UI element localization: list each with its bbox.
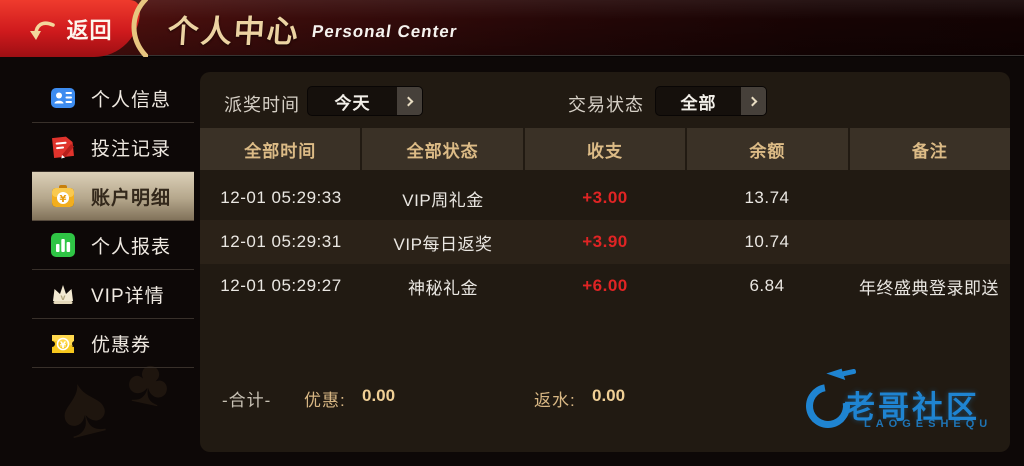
column-header-amount: 收支: [524, 128, 686, 170]
app-header: 返回 个人中心 Personal Center: [0, 0, 1024, 59]
report-chart-icon: [51, 233, 75, 257]
spade-suit-decoration: ♠: [48, 353, 117, 459]
cell-remark: 年终盛典登录即送: [859, 278, 999, 298]
page-title: 个人中心: [166, 13, 302, 49]
cell-amount: +6.00: [582, 276, 628, 295]
column-header-status[interactable]: 全部状态: [362, 128, 523, 170]
back-button-label: 返回: [66, 17, 113, 43]
summary-rebate-value: 0.00: [592, 386, 626, 405]
cell-remark: [848, 220, 1010, 264]
cell-time: 12-01 05:29:31: [220, 232, 342, 251]
filter-row: 派奖时间 今天 交易状态 全部: [200, 72, 1010, 128]
cell-status: VIP每日返奖: [393, 234, 493, 254]
column-header-remark: 备注: [849, 128, 1011, 170]
bet-records-icon: [52, 136, 74, 159]
cell-remark: [848, 176, 1010, 220]
chevron-right-icon[interactable]: [741, 87, 766, 115]
table-row: 12-01 05:29:31 VIP每日返奖 +3.90 10.74: [200, 220, 1010, 264]
crown-icon: v: [53, 285, 73, 304]
cell-balance: 10.74: [744, 232, 790, 251]
sidebar-item-label: 个人报表: [91, 236, 172, 258]
prize-time-dropdown-value: 今天: [334, 93, 371, 113]
sidebar-item-label: 个人信息: [91, 89, 172, 111]
cell-balance: 6.84: [749, 276, 785, 295]
cell-status: 神秘礼金: [408, 278, 478, 298]
sidebar-item-label: 优惠券: [91, 334, 152, 356]
cell-status: VIP周礼金: [402, 190, 484, 210]
table-row: 12-01 05:29:27 神秘礼金 +6.00 6.84 年终盛典登录即送: [200, 264, 1010, 308]
sidebar-item-vip-details[interactable]: v VIP详情: [32, 270, 194, 319]
transaction-status-filter-label: 交易状态: [568, 95, 644, 115]
account-wallet-icon: ¥: [52, 185, 74, 207]
column-header-time[interactable]: 全部时间: [200, 128, 361, 170]
chevron-right-icon[interactable]: [397, 87, 422, 115]
sidebar-item-coupons[interactable]: ¥ 优惠券: [32, 319, 194, 368]
dragon-spike-icon: [841, 368, 857, 377]
back-arrow-icon: [27, 15, 57, 43]
account-details-panel: 派奖时间 今天 交易状态 全部 全部时间 全部状态 收支 余额 备注 12-01…: [200, 72, 1011, 452]
summary-total-label: -合计-: [222, 391, 272, 410]
summary-row: -合计- 优惠: 0.00 返水: 0.00: [200, 384, 1010, 410]
watermark-subtext: LAOGESHEQU: [864, 418, 993, 430]
page-subtitle: Personal Center: [310, 22, 459, 41]
cell-time: 12-01 05:29:33: [220, 188, 342, 207]
sidebar-item-personal-info[interactable]: 个人信息: [32, 74, 194, 123]
column-header-balance: 余额: [687, 128, 848, 170]
sidebar-item-personal-report[interactable]: 个人报表: [32, 221, 194, 270]
cell-amount: +3.00: [582, 188, 628, 207]
transaction-status-dropdown-value: 全部: [680, 93, 717, 113]
sidebar-item-label: 投注记录: [91, 138, 172, 160]
sidebar-item-bet-records[interactable]: 投注记录: [32, 123, 194, 172]
transaction-status-dropdown[interactable]: 全部: [656, 87, 766, 115]
sidebar-item-account-details[interactable]: ¥ 账户明细: [32, 172, 194, 221]
watermark-text: 老哥社区: [844, 390, 980, 425]
table-row: 12-01 05:29:33 VIP周礼金 +3.00 13.74: [200, 176, 1010, 220]
summary-rebate-label: 返水:: [534, 391, 576, 410]
cell-amount: +3.90: [582, 232, 628, 251]
sidebar-item-label: VIP详情: [91, 285, 165, 307]
back-button[interactable]: 返回: [0, 0, 149, 59]
cell-balance: 13.74: [744, 188, 790, 207]
summary-bonus-value: 0.00: [362, 386, 396, 405]
summary-bonus-label: 优惠:: [304, 391, 346, 410]
prize-time-filter-label: 派奖时间: [224, 95, 300, 115]
cell-time: 12-01 05:29:27: [220, 276, 342, 295]
id-card-icon: [51, 88, 75, 108]
svg-text:¥: ¥: [60, 194, 67, 205]
svg-text:¥: ¥: [60, 341, 67, 351]
table-header-row: 全部时间 全部状态 收支 余额 备注: [200, 128, 1011, 170]
sidebar: 个人信息 投注记录 ¥ 账户明细 个人报表: [32, 74, 194, 368]
sidebar-item-label: 账户明细: [91, 187, 172, 209]
watermark-logo: 老哥社区 LAOGESHEQU: [797, 368, 1010, 440]
back-button-gold-swoosh: [122, 0, 149, 62]
prize-time-dropdown[interactable]: 今天: [308, 87, 422, 115]
coupon-icon: ¥: [52, 335, 74, 353]
svg-text:v: v: [60, 293, 66, 302]
